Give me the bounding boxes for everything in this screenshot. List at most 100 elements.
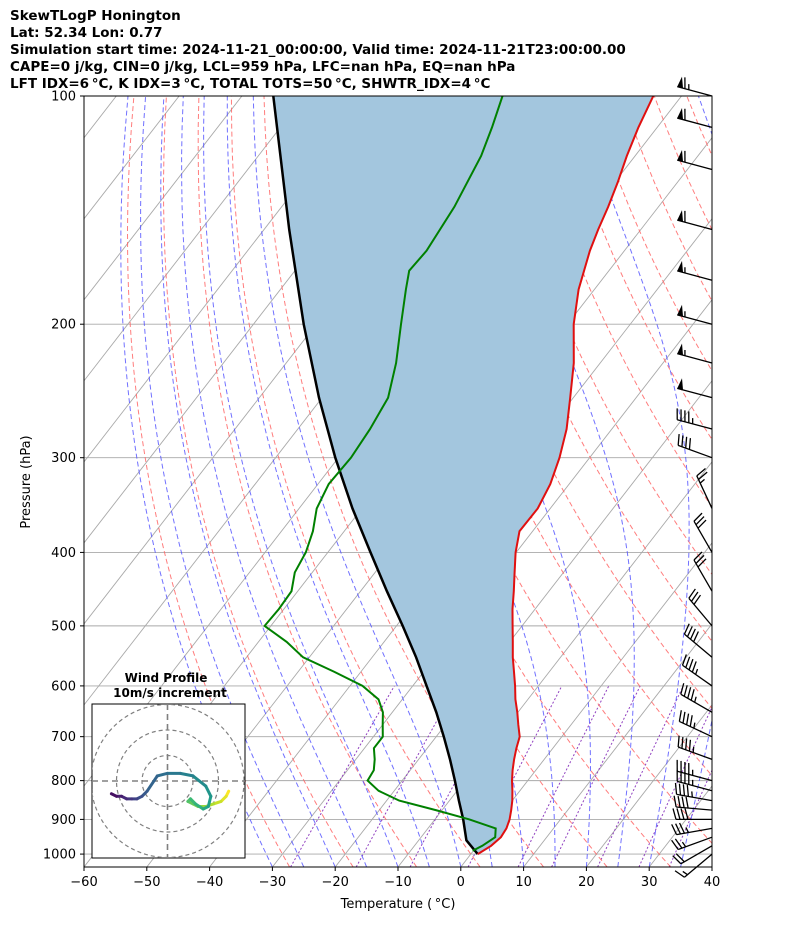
parcel-profile-line — [272, 96, 479, 855]
wind-barb — [677, 343, 713, 364]
moist-adiabat — [181, 96, 368, 867]
wind-barb-flag — [680, 683, 685, 695]
wind-barb-flag — [681, 654, 687, 666]
wind-barb-flag — [685, 656, 691, 668]
y-tick-label: 500 — [51, 619, 76, 634]
cin-shading — [273, 96, 654, 855]
wind-barb-staff — [679, 720, 713, 738]
wind-barb-flag — [697, 519, 707, 529]
wind-barb — [677, 378, 713, 399]
y-tick-label: 200 — [51, 318, 76, 333]
wind-barb-flag — [673, 795, 677, 808]
x-tick-label: −50 — [133, 875, 160, 890]
wind-barb-flag — [682, 711, 686, 724]
inset-title: Wind Profile — [125, 671, 208, 685]
wind-barb-flag — [689, 715, 693, 727]
wind-barb — [677, 304, 713, 325]
wind-barb-staff — [677, 780, 713, 792]
wind-barb — [681, 654, 713, 687]
wind-barb — [677, 107, 713, 129]
wind-barb-flag — [677, 433, 680, 446]
wind-barb-flag — [696, 467, 706, 477]
wind-barb-staff — [677, 117, 713, 129]
wind-barb-flag — [693, 594, 702, 605]
wind-barb — [676, 759, 713, 782]
wind-barb-flag — [685, 436, 688, 449]
moist-adiabat — [252, 96, 462, 867]
mixing-ratio-line — [467, 685, 563, 867]
hodograph-segment — [145, 774, 159, 793]
x-tick-label: −40 — [196, 875, 223, 890]
wind-barb-flag — [678, 783, 682, 796]
moist-adiabat — [120, 96, 273, 867]
isotherm-line — [84, 96, 368, 463]
y-axis-label: Pressure (hPa) — [19, 435, 34, 528]
y-tick-label: 800 — [51, 774, 76, 789]
wind-barb-flag — [686, 784, 690, 797]
location-line: Lat: 52.34 Lon: 0.77 — [10, 25, 163, 41]
wind-barb-flag — [695, 516, 705, 526]
wind-barb-flag — [671, 839, 679, 850]
isotherm-line — [272, 299, 712, 867]
y-tick-label: 300 — [51, 451, 76, 466]
wind-barb-flag — [688, 658, 694, 671]
wind-barb-flag — [684, 808, 689, 820]
wind-barb-flag — [671, 824, 678, 835]
y-tick-label: 100 — [51, 90, 76, 105]
isotherm-line — [711, 866, 712, 867]
mixing-ratio-line — [638, 706, 712, 867]
wind-barb-flag — [690, 689, 695, 701]
wind-barb-staff — [680, 693, 713, 713]
wind-barb — [672, 845, 713, 865]
wind-barb — [677, 735, 713, 760]
x-tick-label: 40 — [704, 875, 721, 890]
wind-barb — [674, 782, 713, 802]
hodograph-segment — [206, 794, 213, 808]
wind-barb — [680, 683, 713, 713]
inset-subtitle: 10m/s increment — [113, 686, 227, 700]
isotherm-line — [523, 623, 712, 867]
wind-barb-staff — [677, 314, 713, 325]
wind-barb-half-flag — [681, 841, 687, 848]
mixing-ratio-line — [355, 685, 457, 867]
x-tick-label: 10 — [515, 875, 532, 890]
cape-line: CAPE=0 j/kg, CIN=0 j/kg, LCL=959 hPa, LF… — [10, 59, 516, 75]
x-axis-label: Temperature ( °C) — [340, 897, 456, 912]
wind-barb-flag — [672, 855, 682, 865]
wind-barb-flag — [688, 739, 692, 752]
isotherm-line — [334, 380, 712, 867]
isotherm-line — [84, 96, 243, 301]
x-tick-label: 0 — [457, 875, 465, 890]
wind-barb-staff — [696, 475, 713, 509]
wind-barb-flag — [680, 808, 685, 820]
wind-barb — [677, 210, 713, 231]
wind-barb-flag — [693, 631, 699, 643]
wind-barb — [671, 836, 713, 851]
wind-barb-pennant — [677, 343, 684, 356]
dry-adiabat — [784, 96, 794, 867]
wind-barb-pennant — [677, 76, 684, 89]
wind-barb-staff — [677, 770, 713, 782]
simulation-time-line: Simulation start time: 2024-11-21_00:00:… — [10, 42, 626, 58]
wind-barb-flag — [678, 710, 682, 722]
x-tick-label: −20 — [321, 875, 348, 890]
wind-barb-pennant — [677, 150, 684, 162]
wind-barb-staff — [677, 836, 713, 851]
x-tick-label: −10 — [384, 875, 411, 890]
wind-barb-flag — [681, 435, 684, 447]
hodograph-segment — [155, 771, 169, 778]
wind-barb-staff — [676, 827, 713, 836]
wind-barb-flag — [683, 623, 690, 635]
wind-barb-pennant — [677, 107, 684, 120]
moist-adiabat — [226, 96, 430, 867]
wind-barb-flag — [688, 438, 692, 450]
hodograph-segment — [204, 784, 213, 798]
wind-barb-pennant — [677, 304, 684, 317]
wind-barb-half-flag — [694, 696, 697, 703]
wind-barb-flag — [691, 661, 697, 673]
wind-barb — [677, 76, 713, 97]
indices-line: LFT IDX=6 °C, K IDX=3 °C, TOTAL TOTS=50 … — [10, 76, 491, 92]
moist-adiabat — [577, 96, 690, 867]
moist-adiabat — [486, 96, 635, 867]
